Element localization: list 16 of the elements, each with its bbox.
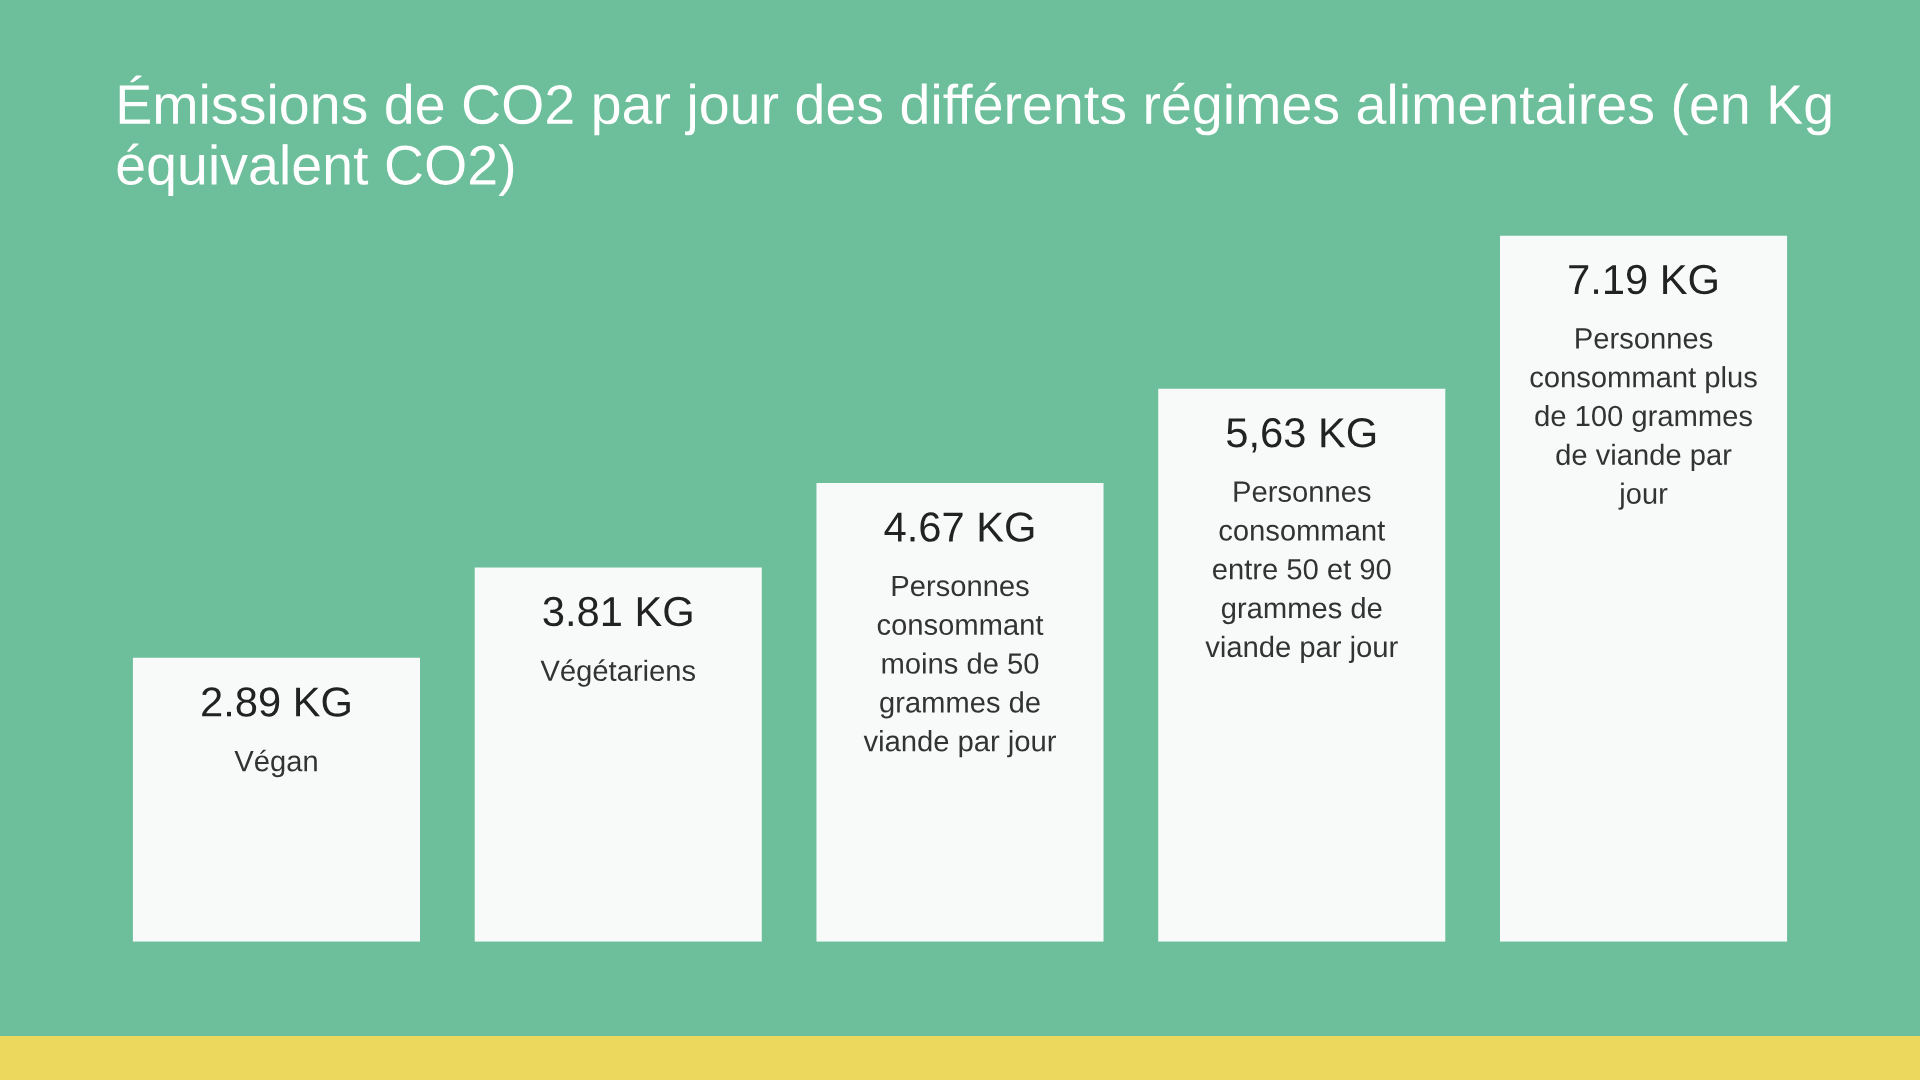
- bar: [1158, 388, 1446, 942]
- x-tick-label: Personnes consommant plus de 100 grammes de viande par jour: [1530, 328, 1757, 510]
- bar: [816, 483, 1104, 942]
- chart-title: Émissions de CO2 par jour des différents régimes alimentaires (en Kg équivalent CO2): [117, 75, 1831, 196]
- data-label: 4.67 KG: [884, 512, 1034, 542]
- data-label: 5,63 KG: [1226, 418, 1376, 453]
- bar: [1499, 235, 1788, 942]
- data-label: 7.19 KG: [1569, 264, 1717, 295]
- data-label: 2.89 KG: [202, 687, 350, 717]
- x-tick-label: Végétariens: [540, 659, 696, 687]
- x-tick-label: Végan: [234, 749, 317, 778]
- data-label: 3.81 KG: [543, 596, 692, 627]
- x-tick-label: Personnes consommant moins de 50 grammes de viande par jour: [863, 575, 1056, 758]
- x-tick-label: Personnes consommant entre 50 et 90 grammes de viande par jour: [1205, 481, 1398, 663]
- bar: [474, 567, 762, 942]
- bar: [132, 657, 421, 942]
